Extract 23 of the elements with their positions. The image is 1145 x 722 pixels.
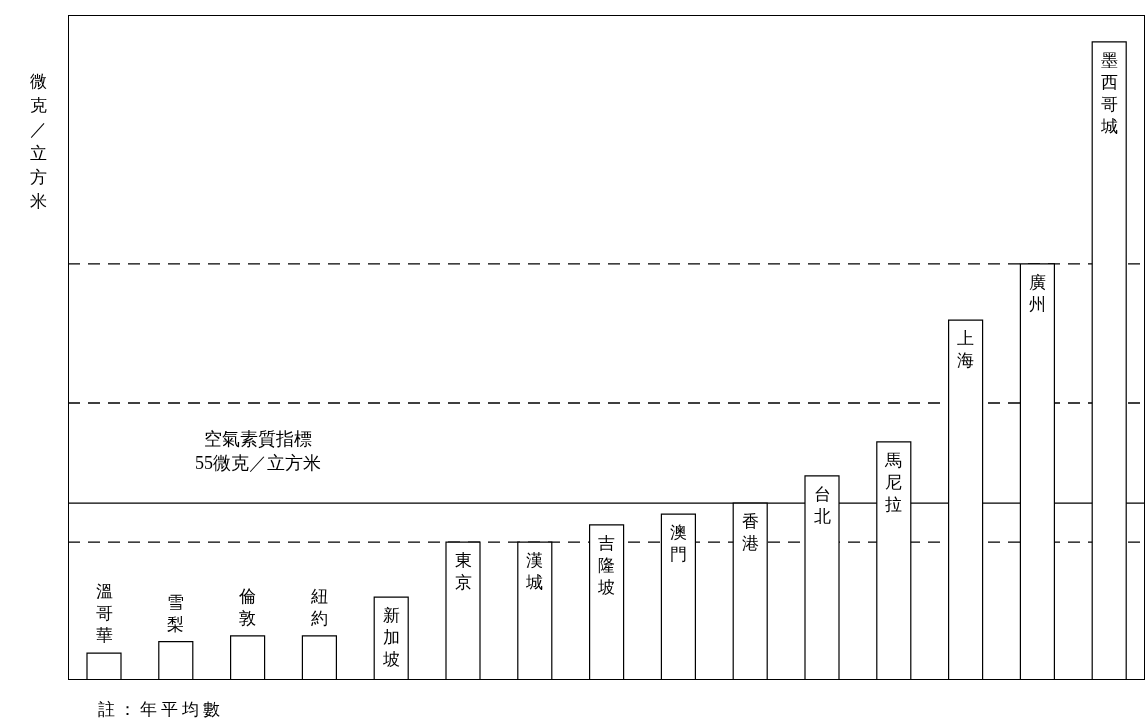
x-tick-label: 倫敦 [238,586,257,628]
y-axis-title: 微克／立方米 [28,71,48,213]
x-tick-label: 新加坡 [381,606,400,670]
bar [158,641,194,680]
bar [445,541,481,680]
x-tick-label: 紐約 [309,586,328,628]
text: 註：年平均數 [98,699,224,721]
x-tick-label: 溫哥華 [95,582,113,646]
x-tick-label: 香港 [741,512,759,554]
x-tick-label: 上海 [957,329,975,371]
x-tick-label: 東京 [454,551,472,593]
x-tick-label: 台北 [813,484,831,526]
bar [230,635,266,680]
x-tick-label: 馬尼拉 [884,450,903,514]
x-tick-label: 雪梨 [167,592,185,634]
x-tick-label: 墨西哥城 [1099,50,1118,136]
x-tick-label: 漢城 [525,551,544,593]
x-tick-label: 澳門 [669,523,687,565]
x-tick-label: 廣州 [1028,272,1046,314]
ref-line-label: 空氣素質指標 55微克／立方米 [195,429,321,474]
bar [86,652,122,680]
bar [301,635,337,680]
x-tick-label: 吉隆坡 [597,533,616,597]
